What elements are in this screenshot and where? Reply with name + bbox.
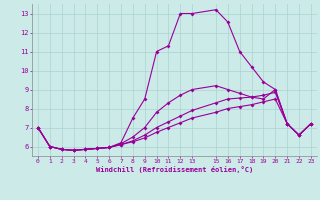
X-axis label: Windchill (Refroidissement éolien,°C): Windchill (Refroidissement éolien,°C) <box>96 166 253 173</box>
